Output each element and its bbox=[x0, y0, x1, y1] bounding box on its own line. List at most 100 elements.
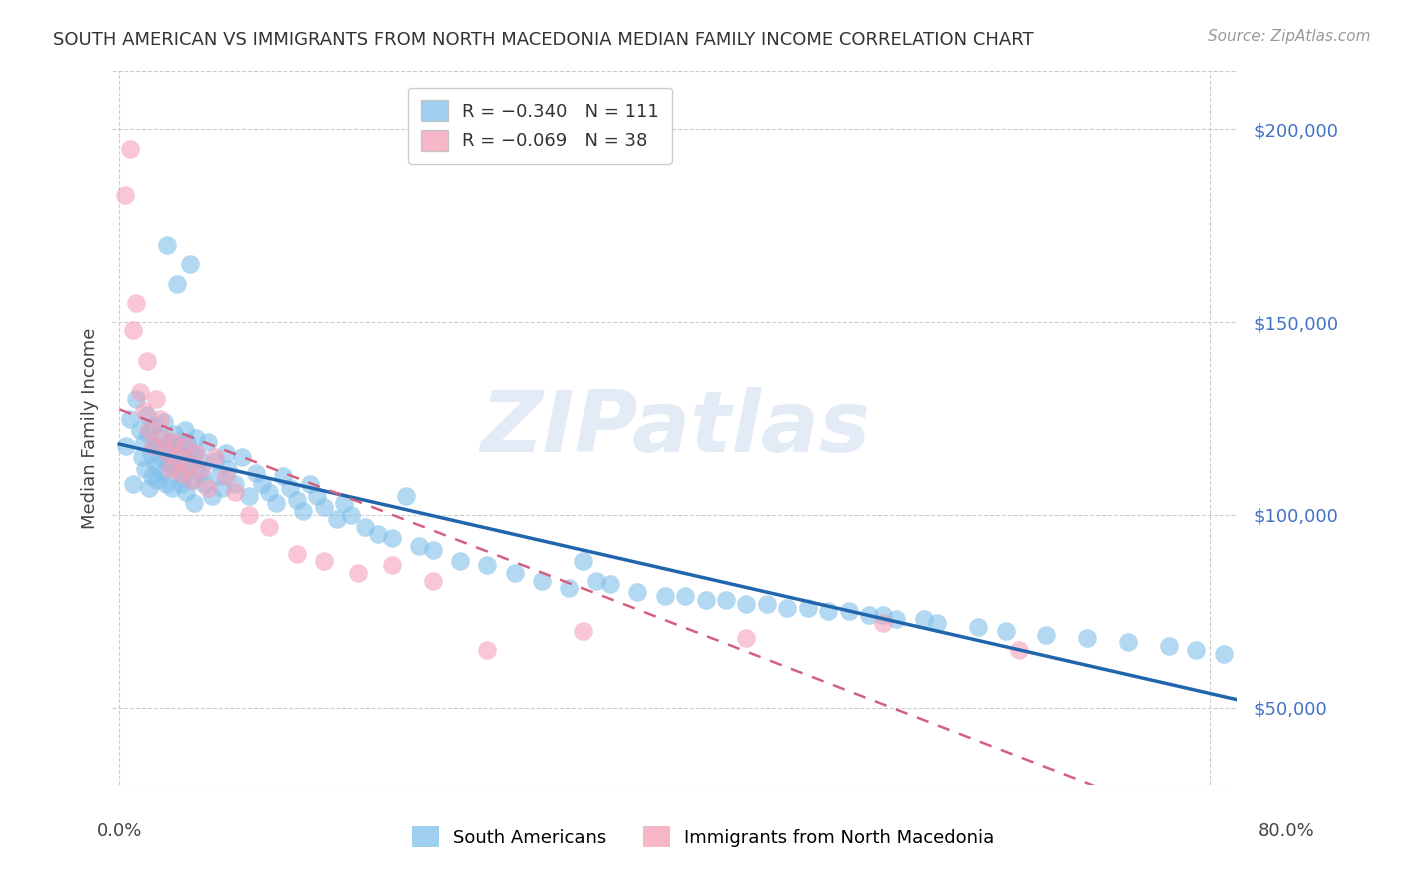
Point bbox=[181, 446, 204, 460]
Point bbox=[201, 489, 224, 503]
Point bbox=[145, 458, 167, 472]
Point bbox=[169, 477, 191, 491]
Point bbox=[197, 434, 219, 449]
Point bbox=[152, 431, 174, 445]
Point bbox=[184, 446, 207, 460]
Point bbox=[167, 450, 190, 464]
Point bbox=[193, 477, 215, 491]
Point bbox=[1212, 647, 1234, 661]
Point bbox=[1185, 643, 1208, 657]
Point bbox=[994, 624, 1017, 638]
Point bbox=[285, 547, 308, 561]
Point bbox=[135, 353, 157, 368]
Point bbox=[149, 411, 172, 425]
Point bbox=[211, 481, 233, 495]
Point bbox=[128, 423, 150, 437]
Point bbox=[180, 473, 202, 487]
Point bbox=[353, 519, 375, 533]
Point bbox=[122, 323, 145, 337]
Point bbox=[503, 566, 526, 580]
Point bbox=[197, 481, 219, 495]
Point bbox=[755, 597, 778, 611]
Point bbox=[927, 615, 949, 630]
Point bbox=[165, 446, 187, 460]
Point bbox=[394, 489, 416, 503]
Text: 0.0%: 0.0% bbox=[97, 822, 142, 840]
Point bbox=[179, 257, 201, 271]
Point bbox=[124, 392, 146, 407]
Point bbox=[292, 504, 315, 518]
Point bbox=[271, 469, 294, 483]
Point bbox=[872, 608, 894, 623]
Point bbox=[169, 466, 191, 480]
Point bbox=[152, 442, 174, 457]
Text: 80.0%: 80.0% bbox=[1258, 822, 1315, 840]
Point bbox=[186, 461, 208, 475]
Point bbox=[173, 438, 195, 452]
Point bbox=[967, 620, 990, 634]
Point bbox=[190, 461, 212, 475]
Point bbox=[217, 461, 239, 475]
Point bbox=[135, 408, 157, 422]
Point bbox=[122, 477, 145, 491]
Point bbox=[333, 496, 356, 510]
Point bbox=[838, 604, 860, 618]
Point bbox=[163, 426, 186, 441]
Point bbox=[585, 574, 607, 588]
Point bbox=[142, 438, 165, 452]
Point bbox=[858, 608, 880, 623]
Point bbox=[131, 450, 153, 464]
Point bbox=[252, 477, 274, 491]
Point bbox=[138, 481, 160, 495]
Point bbox=[477, 643, 499, 657]
Point bbox=[172, 469, 194, 483]
Point bbox=[160, 458, 183, 472]
Point bbox=[238, 489, 260, 503]
Point bbox=[156, 446, 179, 460]
Point bbox=[305, 489, 328, 503]
Point bbox=[148, 431, 170, 445]
Point bbox=[155, 477, 177, 491]
Point bbox=[776, 600, 799, 615]
Point bbox=[208, 469, 231, 483]
Point bbox=[174, 484, 197, 499]
Point bbox=[145, 392, 167, 407]
Point bbox=[176, 434, 198, 449]
Point bbox=[797, 600, 820, 615]
Point bbox=[128, 384, 150, 399]
Point bbox=[912, 612, 935, 626]
Point bbox=[572, 554, 595, 568]
Point bbox=[120, 141, 142, 155]
Point bbox=[173, 423, 195, 437]
Point bbox=[163, 434, 186, 449]
Point bbox=[654, 589, 676, 603]
Point bbox=[157, 454, 180, 468]
Point bbox=[340, 508, 363, 522]
Point bbox=[120, 411, 142, 425]
Point bbox=[312, 500, 335, 515]
Point bbox=[156, 238, 179, 252]
Point bbox=[224, 477, 246, 491]
Point bbox=[169, 438, 191, 452]
Point bbox=[347, 566, 370, 580]
Point bbox=[264, 496, 287, 510]
Point bbox=[872, 615, 894, 630]
Point bbox=[153, 416, 176, 430]
Legend: South Americans, Immigrants from North Macedonia: South Americans, Immigrants from North M… bbox=[405, 819, 1001, 855]
Point bbox=[134, 461, 156, 475]
Point bbox=[477, 558, 499, 573]
Point bbox=[299, 477, 322, 491]
Point bbox=[143, 438, 166, 452]
Point bbox=[183, 496, 205, 510]
Point bbox=[204, 454, 226, 468]
Point bbox=[184, 431, 207, 445]
Point bbox=[170, 450, 193, 464]
Text: ZIPatlas: ZIPatlas bbox=[479, 386, 870, 470]
Point bbox=[166, 277, 188, 291]
Point bbox=[142, 419, 165, 434]
Point bbox=[141, 469, 163, 483]
Point bbox=[626, 585, 648, 599]
Point bbox=[162, 481, 184, 495]
Point bbox=[167, 461, 190, 475]
Point bbox=[381, 558, 404, 573]
